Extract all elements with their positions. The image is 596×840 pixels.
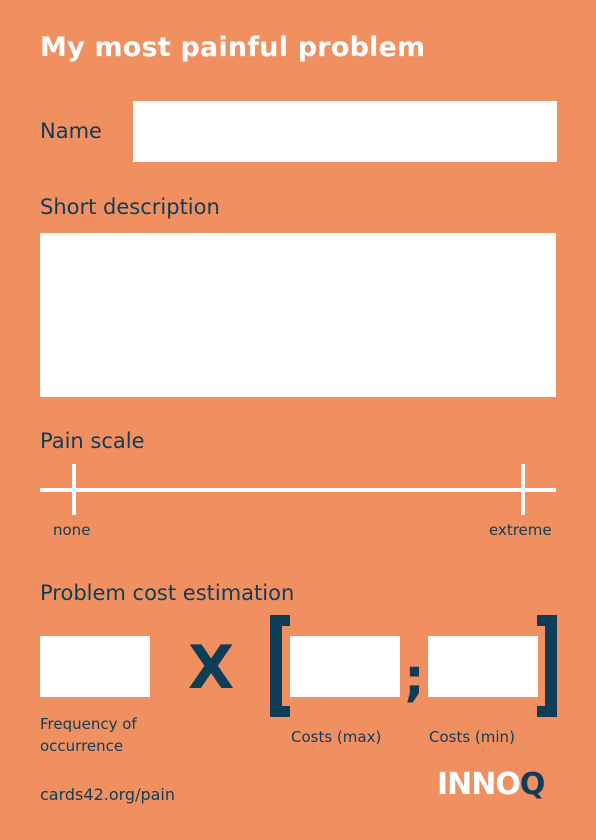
pain-scale-max-label: extreme [489,521,552,539]
costs-max-field[interactable] [290,636,400,697]
frequency-label: Frequency of occurrence [40,713,137,757]
multiply-symbol: X [188,633,235,703]
logo-main-text: INNO [437,767,521,802]
frequency-field[interactable] [40,636,150,697]
pain-scale-label: Pain scale [40,429,145,453]
description-label: Short description [40,195,220,219]
frequency-label-line2: occurrence [40,737,124,755]
description-field[interactable] [40,233,556,397]
separator-symbol: ; [404,648,425,708]
pain-scale-min-tick [72,464,76,515]
frequency-label-line1: Frequency of [40,715,137,733]
cost-estimation-label: Problem cost estimation [40,581,295,605]
costs-min-field[interactable] [428,636,538,697]
costs-min-label: Costs (min) [429,728,515,746]
pain-scale-track [40,488,556,492]
innoq-logo: INNOQ [437,767,545,802]
page-title: My most painful problem [40,32,426,63]
pain-scale-min-label: none [53,521,91,539]
name-label: Name [40,119,102,143]
footer-url-link[interactable]: cards42.org/pain [40,785,176,804]
pain-scale-max-tick [521,464,525,515]
logo-q-text: Q [519,767,545,802]
costs-max-label: Costs (max) [291,728,382,746]
name-field[interactable] [133,101,557,162]
